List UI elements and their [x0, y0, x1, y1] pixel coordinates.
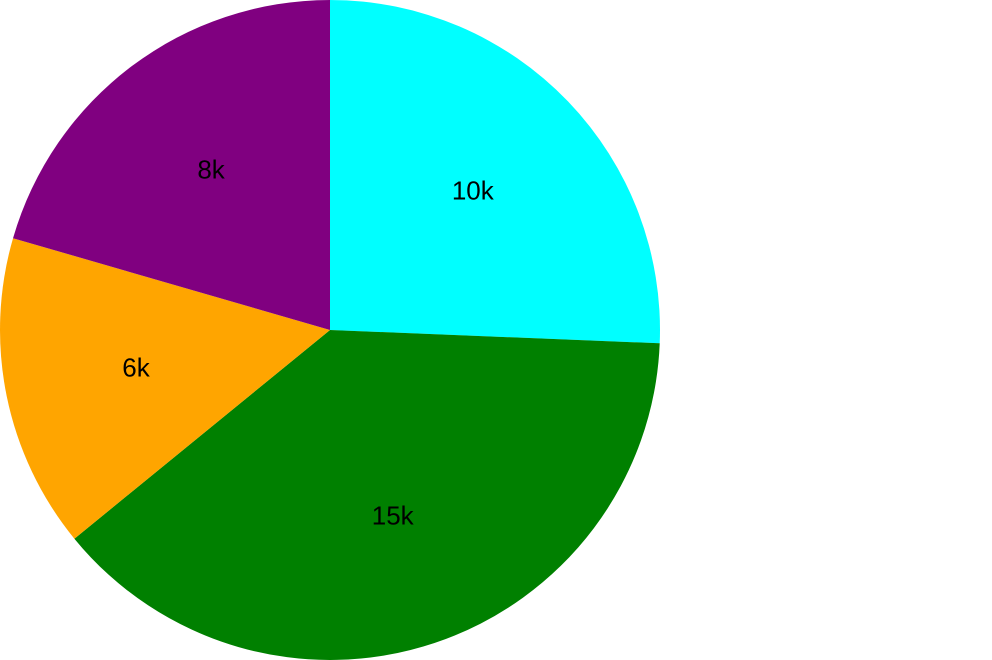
slice-label-15k: 15k — [372, 501, 415, 531]
pie-slices — [0, 0, 660, 660]
slice-label-10k: 10k — [452, 176, 495, 206]
pie-slice-6k — [0, 238, 331, 539]
pie-slice-8k — [13, 0, 331, 330]
pie-slice-10k — [330, 0, 660, 344]
pie-slice-15k — [74, 330, 660, 660]
pie-labels: 10k 15k 6k 8k — [122, 155, 494, 531]
slice-label-6k: 6k — [122, 352, 150, 382]
slice-label-8k: 8k — [197, 155, 225, 185]
